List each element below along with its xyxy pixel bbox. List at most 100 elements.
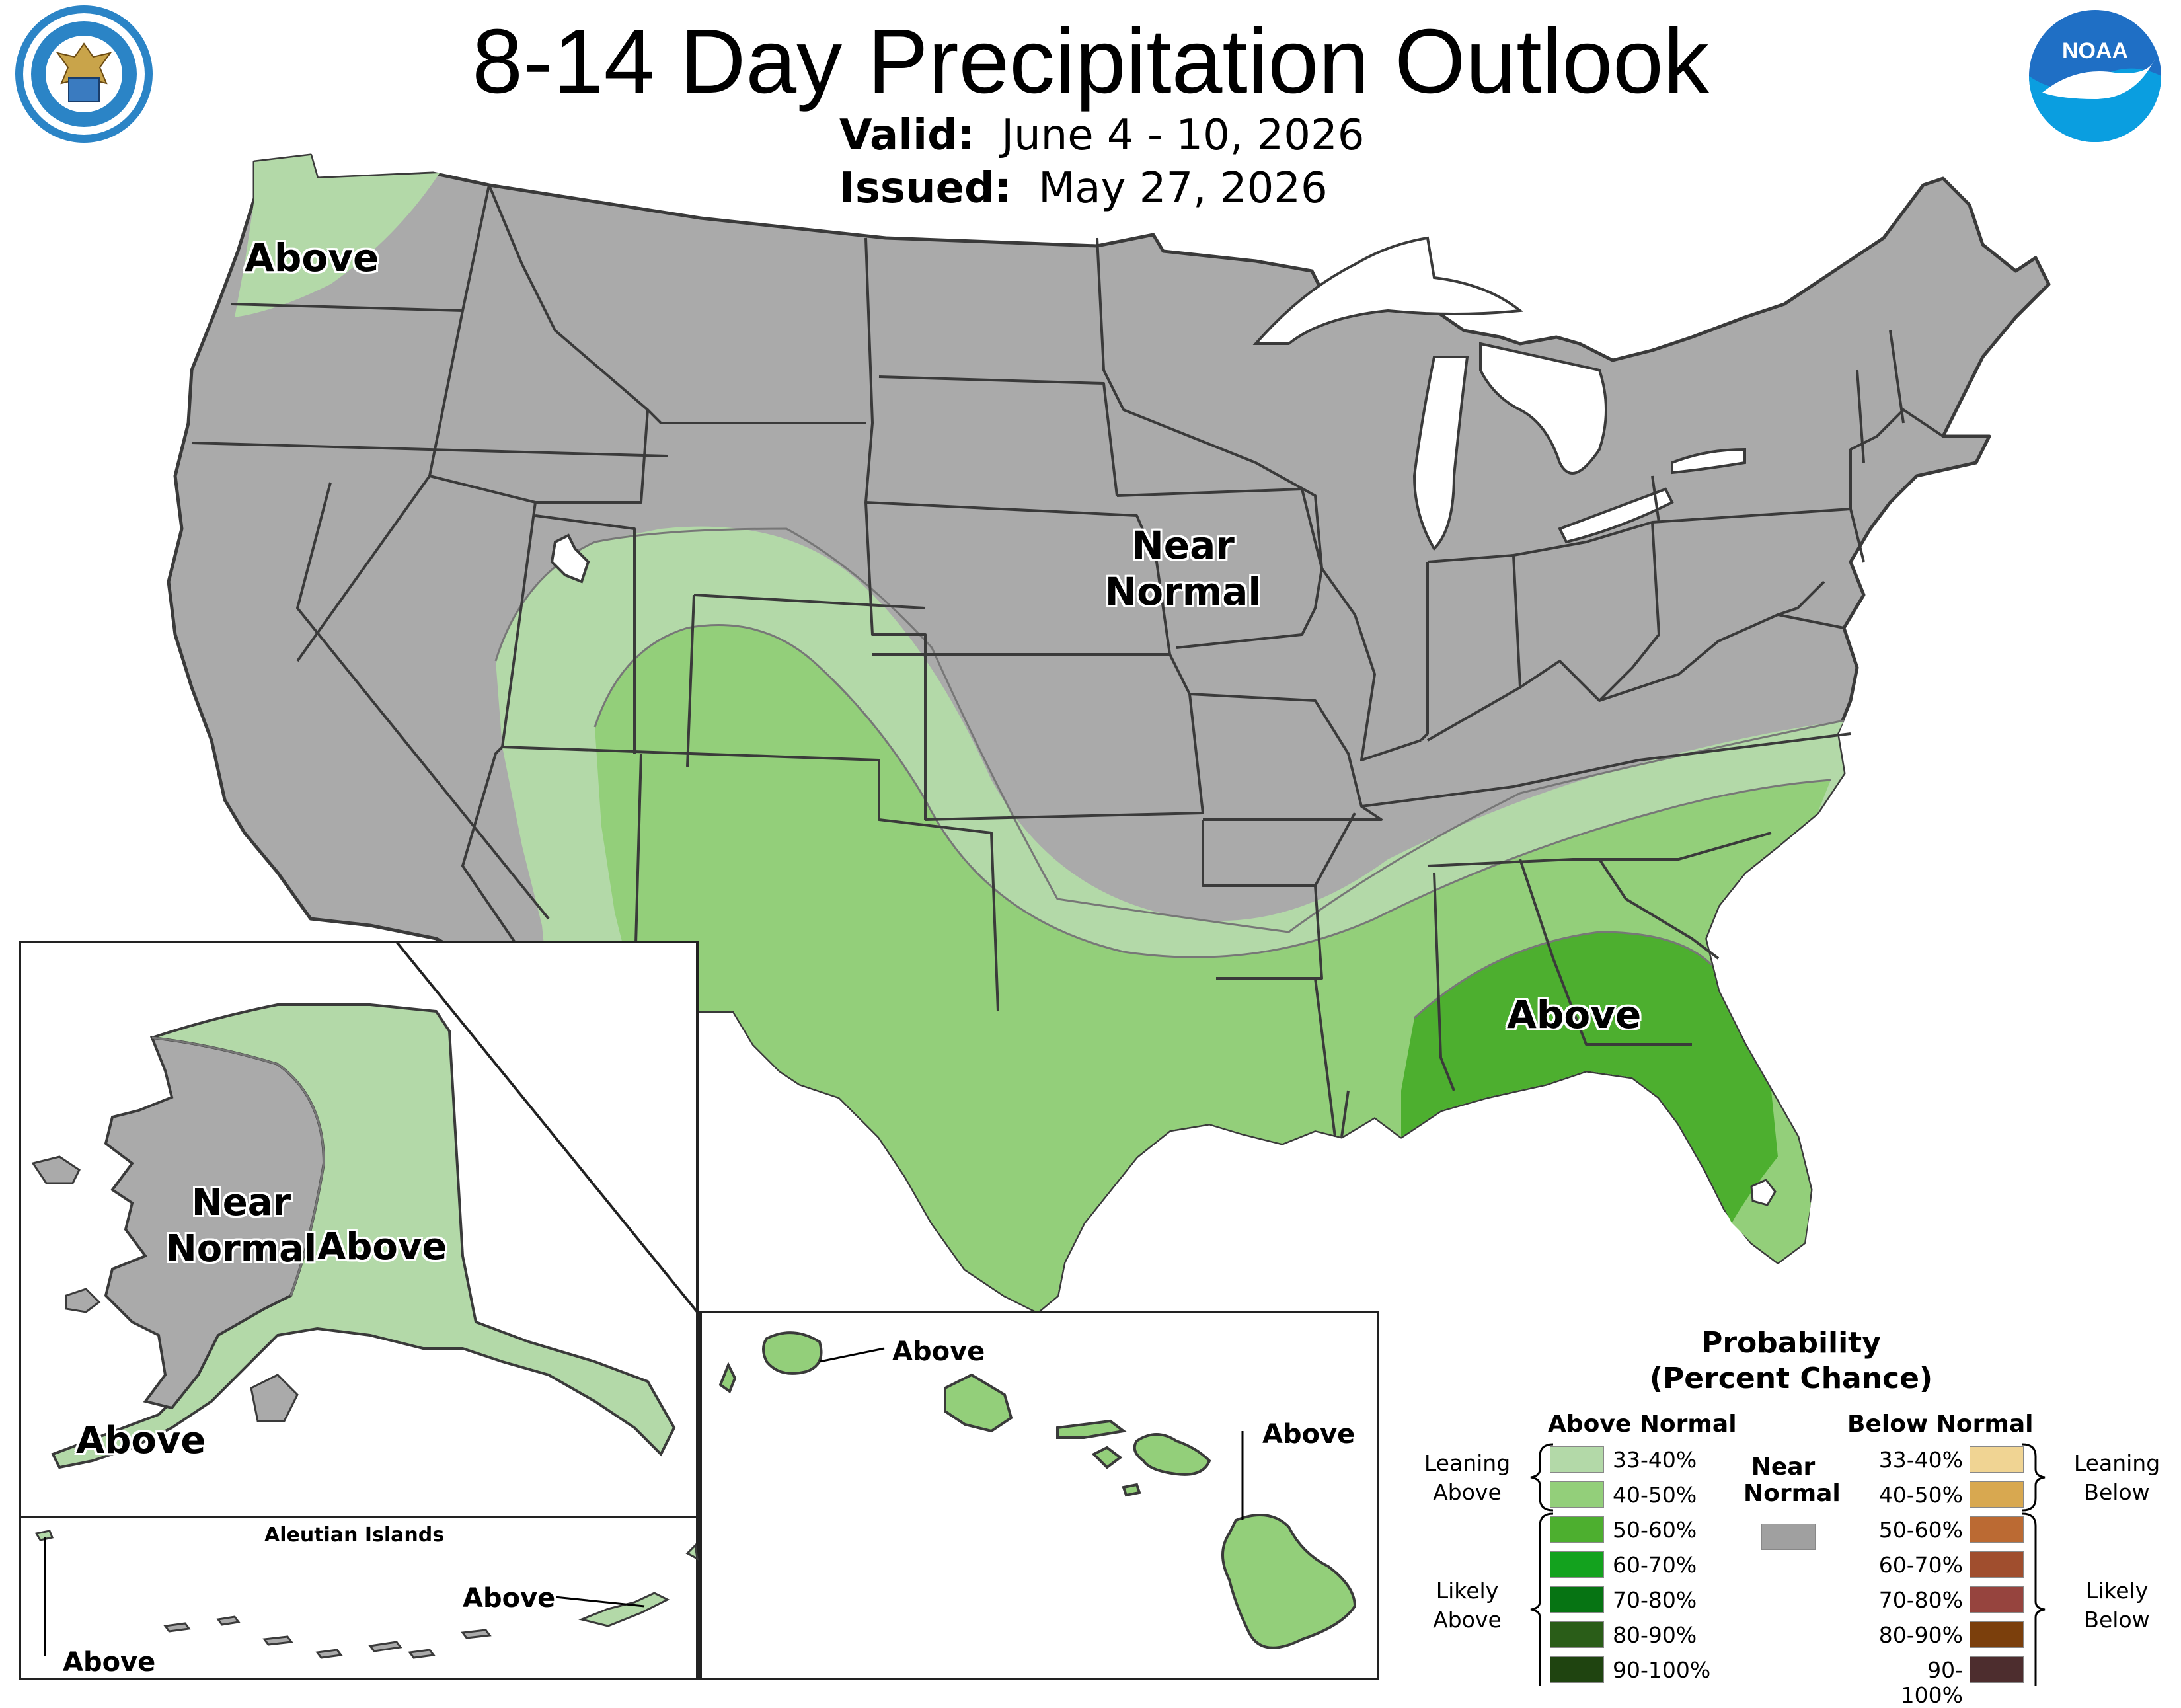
hawaii-maui: [1133, 1433, 1211, 1476]
contour-33-line: [494, 527, 1845, 933]
issued-label: Issued:: [839, 164, 1012, 213]
label-aleutian-east: Above: [463, 1583, 556, 1613]
legend-title: Probability (Percent Chance): [1560, 1325, 2022, 1397]
hawaii-kahoolawe: [1122, 1483, 1141, 1497]
legend-swatch-above-80-90: [1550, 1621, 1604, 1648]
hawaii-kauai: [762, 1331, 823, 1375]
legend-above-range-1: 33-40%: [1613, 1447, 1697, 1473]
alaska-contour: [151, 1036, 325, 1296]
legend-swatch-below-40-50: [1970, 1481, 2024, 1508]
legend-above-range-3: 50-60%: [1613, 1517, 1697, 1543]
label-hawaii-kauai: Above: [892, 1337, 985, 1367]
legend-below-range-4: 60-70%: [1878, 1552, 1963, 1578]
lake-ontario: [1671, 447, 1746, 475]
label-alaska-east: Above: [317, 1225, 447, 1268]
valid-value: June 4 - 10, 2026: [1001, 111, 1365, 160]
conus-above-40-50: [595, 625, 1831, 1312]
map-title: 8-14 Day Precipitation Outlook: [472, 11, 1709, 112]
legend-above-range-5: 70-80%: [1613, 1587, 1697, 1613]
hawaii-inset: [699, 1311, 1379, 1680]
contour-50-line: [1413, 931, 1713, 1019]
legend-near-header-line1: Near: [1751, 1454, 1816, 1481]
legend-likely-above-line2: Above: [1433, 1607, 1502, 1633]
legend-swatch-below-33-40: [1970, 1446, 2024, 1473]
hawaii-niihau: [718, 1362, 737, 1394]
legend-above-range-7: 90-100%: [1613, 1657, 1711, 1683]
legend-likely-above-line1: Likely: [1435, 1578, 1499, 1604]
great-lakes: [550, 236, 1746, 584]
aleutian-inset: [19, 1516, 699, 1680]
legend-above-range-6: 80-90%: [1613, 1622, 1697, 1648]
department-of-commerce-seal: [15, 5, 153, 143]
legend-leaning-below-line1: Leaning: [2073, 1450, 2161, 1476]
legend-below-range-5: 70-80%: [1878, 1587, 1963, 1613]
state-borders: [191, 184, 1944, 1138]
alaska-connector-left: [395, 941, 699, 1313]
alaska-island-kodiak: [250, 1374, 299, 1422]
hawaii-lanai: [1091, 1446, 1123, 1469]
valid-line: Valid: June 4 - 10, 2026: [839, 112, 1364, 159]
legend-below-range-3: 50-60%: [1878, 1517, 1963, 1543]
conus-above-33-40-northwest: [235, 155, 440, 317]
label-alaska-west-line2: Normal: [165, 1227, 317, 1270]
lake-huron: [1479, 342, 1607, 475]
label-conus-northwest: Above: [245, 235, 379, 280]
legend-above-range-4: 60-70%: [1613, 1552, 1697, 1578]
conus-above-50-60: [1401, 932, 1778, 1223]
alaska-inset: [19, 941, 699, 1518]
legend-swatch-above-40-50: [1550, 1481, 1604, 1508]
legend-swatch-above-50-60: [1550, 1516, 1604, 1543]
legend-title-line2: (Percent Chance): [1649, 1362, 1933, 1395]
label-hawaii-big-island: Above: [1262, 1419, 1356, 1450]
legend-below-range-7: 90-100%: [1900, 1657, 1963, 1708]
label-conus-central-line1: Near: [1131, 523, 1235, 568]
legend-swatch-below-60-70: [1970, 1551, 2024, 1578]
hawaii-big-island: [1221, 1514, 1357, 1649]
noaa-logo: NOAA: [2029, 10, 2161, 142]
legend-swatch-above-60-70: [1550, 1551, 1604, 1578]
aleutian-islands: [163, 1615, 492, 1659]
great-salt-lake: [550, 533, 590, 584]
issued-line: Issued: May 27, 2026: [839, 165, 1328, 212]
conus-map: [167, 153, 2051, 1314]
hawaii-molokai: [1056, 1419, 1127, 1439]
legend-above-header: Above Normal: [1548, 1411, 1737, 1438]
legend-likely-below: Likely Below: [2061, 1576, 2173, 1635]
legend-swatch-near-normal: [1761, 1524, 1816, 1550]
hawaii-oahu: [944, 1373, 1013, 1433]
legend-leaning-below-line2: Below: [2084, 1479, 2150, 1505]
legend-near-header-line2: Normal: [1743, 1480, 1841, 1507]
aleutian-pointer-east: [555, 1596, 645, 1608]
aleutian-above-islands: [34, 1530, 699, 1627]
label-alaska-west-line1: Near: [191, 1181, 291, 1224]
label-alaska-west: Near Normal: [132, 1180, 350, 1272]
hawaii-islands: [718, 1331, 1357, 1649]
legend-below-header: Below Normal: [1847, 1411, 2034, 1438]
legend-leaning-above-line2: Above: [1433, 1479, 1502, 1505]
legend-swatch-below-80-90: [1970, 1621, 2024, 1648]
legend-leaning-below: Leaning Below: [2061, 1449, 2173, 1507]
legend-likely-below-line2: Below: [2084, 1607, 2150, 1633]
legend-below-range-2: 40-50%: [1878, 1482, 1963, 1508]
hawaii-pointer-kauai: [819, 1347, 885, 1363]
aleutian-title: Aleutian Islands: [264, 1524, 445, 1547]
legend-title-line1: Probability: [1701, 1326, 1881, 1360]
valid-label: Valid:: [839, 111, 975, 160]
legend-swatch-above-70-80: [1550, 1586, 1604, 1613]
legend-swatch-above-90-100: [1550, 1656, 1604, 1683]
legend-braces: [1530, 1443, 2046, 1686]
legend-swatch-below-50-60: [1970, 1516, 2024, 1543]
alaska-island-nunivak: [65, 1288, 101, 1313]
label-conus-southeast: Above: [1507, 992, 1642, 1037]
lake-superior: [1252, 236, 1524, 345]
legend-near-header: Near Normal: [1743, 1454, 1841, 1507]
label-alaska-south: Above: [76, 1419, 206, 1462]
alaska-island-st-lawrence: [31, 1155, 81, 1184]
aleutian-inset-frame: [19, 1516, 699, 1680]
contour-40-line: [593, 624, 1831, 958]
lake-erie: [1558, 487, 1674, 544]
label-conus-central-line2: Normal: [1104, 569, 1262, 614]
issued-value: May 27, 2026: [1038, 164, 1328, 213]
legend-below-range-6: 80-90%: [1878, 1622, 1963, 1648]
